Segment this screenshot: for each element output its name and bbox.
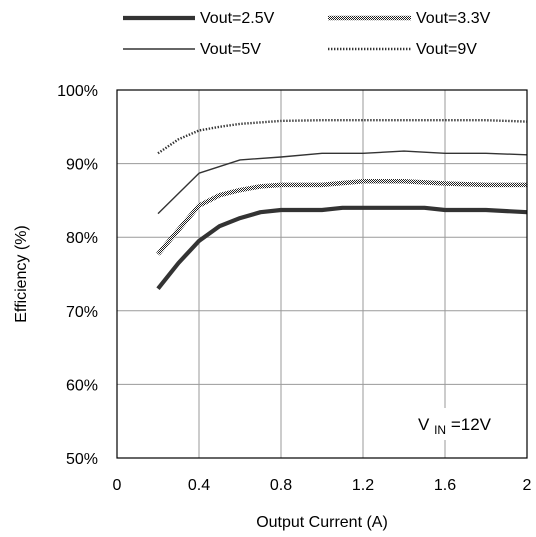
y-tick-label: 100%: [57, 83, 98, 100]
x-tick-label: 0.8: [270, 477, 292, 494]
annotation-rest: =12V: [451, 415, 492, 434]
y-tick-label: 90%: [66, 157, 98, 174]
series-line-vout-9v: [157, 118, 528, 155]
x-axis-ticks: 0 0.4 0.8 1.2 1.6 2: [113, 477, 532, 494]
y-tick-label: 50%: [66, 451, 98, 468]
legend-label-vout-5v: Vout=5V: [200, 41, 261, 58]
y-tick-label: 80%: [66, 230, 98, 247]
grid-lines: [117, 90, 527, 458]
legend: Vout=2.5V Vout=3.3V Vout=5V Vout=9V: [123, 10, 491, 58]
y-axis-title: Efficiency (%): [13, 225, 30, 323]
legend-label-vout-3-3v: Vout=3.3V: [416, 10, 491, 27]
annotation-subscript: IN: [434, 423, 446, 437]
y-tick-label: 70%: [66, 304, 98, 321]
legend-label-vout-9v: Vout=9V: [416, 41, 477, 58]
y-tick-label: 60%: [66, 377, 98, 394]
x-axis-title: Output Current (A): [256, 514, 388, 531]
x-tick-label: 0.4: [188, 477, 210, 494]
x-tick-label: 0: [113, 477, 122, 494]
y-axis-ticks: 50% 60% 70% 80% 90% 100%: [57, 83, 98, 468]
series-group: [156, 118, 528, 291]
annotation-background: [410, 408, 510, 440]
plot-area-frame: [116, 89, 528, 459]
vin-annotation: V IN =12V: [418, 415, 492, 438]
x-tick-label: 1.2: [352, 477, 374, 494]
series-line-vout-3-3v: [156, 179, 527, 256]
series-line-vout-2-5v: [156, 205, 528, 291]
legend-label-vout-2-5v: Vout=2.5V: [200, 10, 275, 27]
x-tick-label: 1.6: [434, 477, 456, 494]
annotation-main: V: [418, 415, 430, 434]
series-line-vout-5v: [157, 150, 528, 215]
x-tick-label: 2: [523, 477, 532, 494]
